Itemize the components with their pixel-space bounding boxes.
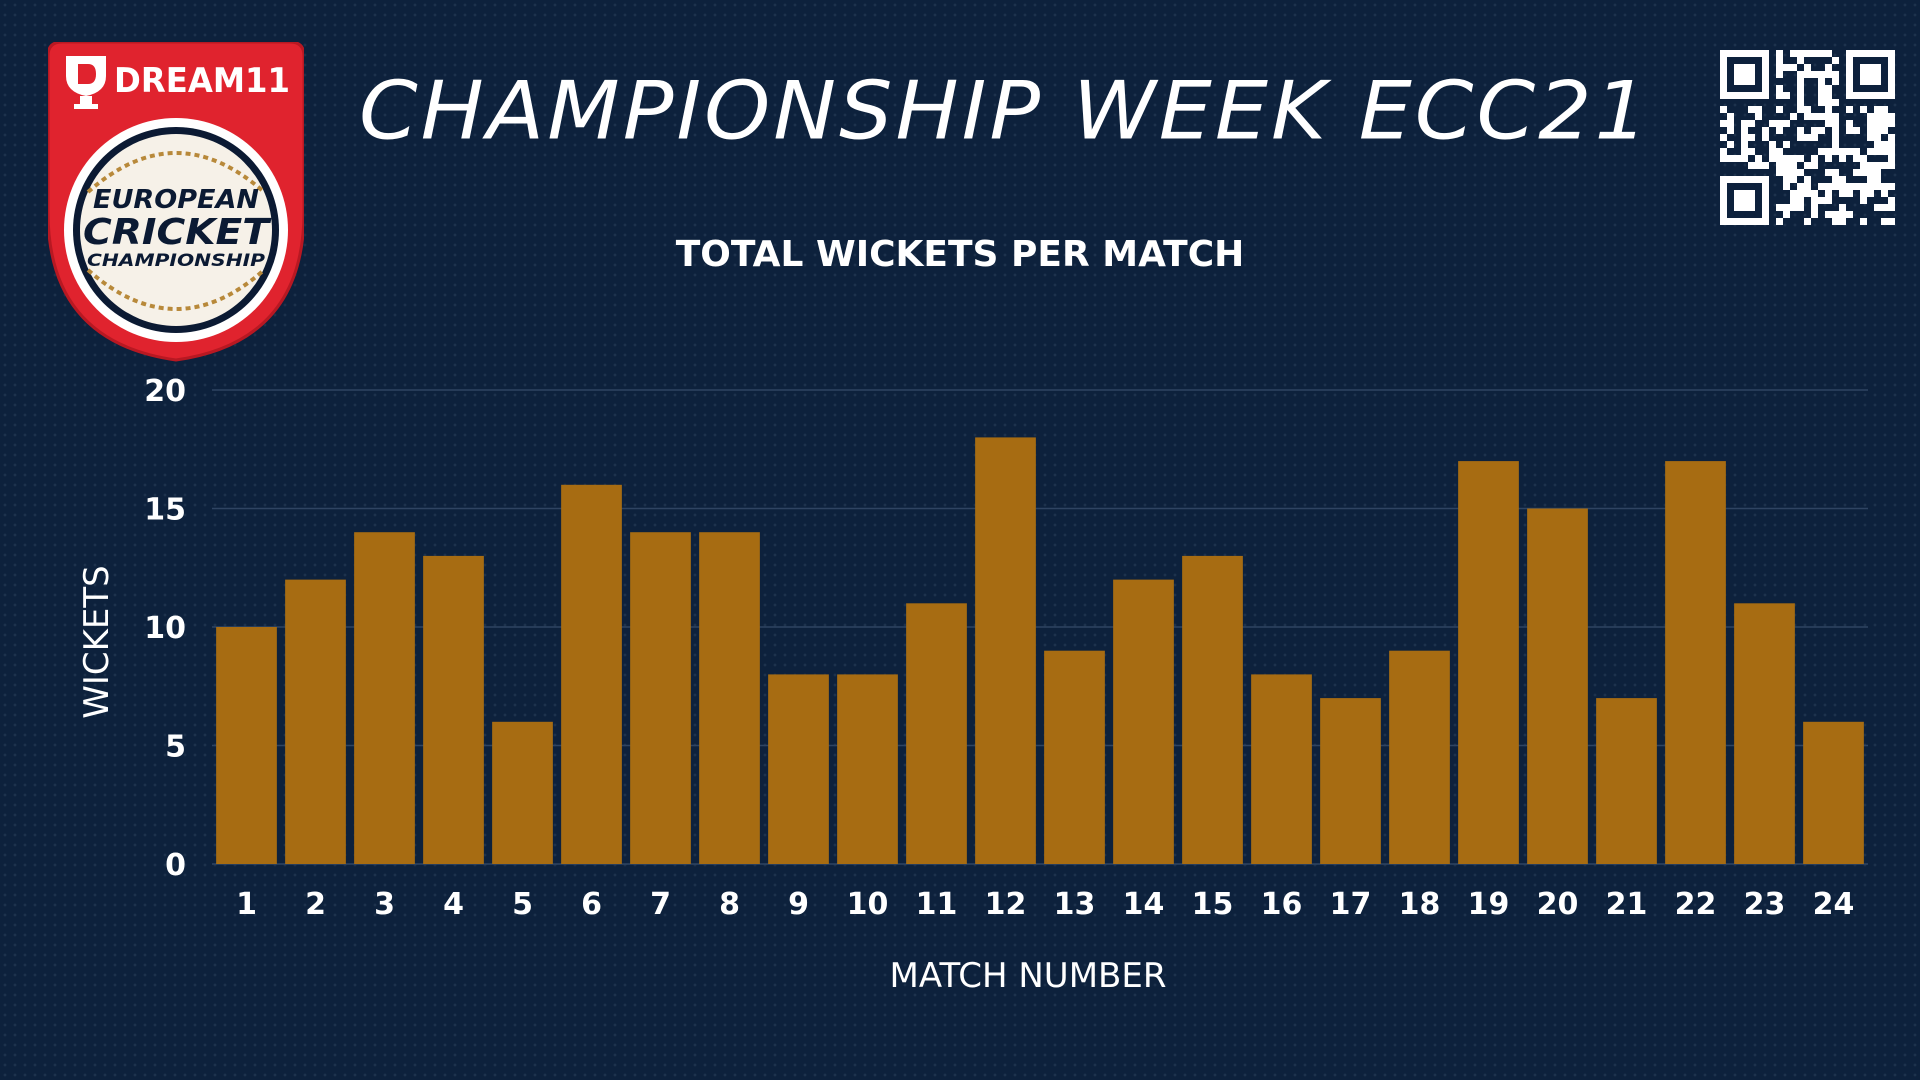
bar-match-4 (423, 555, 484, 864)
x-tick-label: 4 (443, 887, 464, 922)
x-tick-label: 2 (305, 887, 326, 922)
page-title: CHAMPIONSHIP WEEK ECC21 (358, 64, 1651, 158)
x-tick-label: 18 (1399, 887, 1441, 922)
x-tick-label: 3 (374, 887, 395, 922)
bar-match-6 (561, 484, 622, 864)
x-tick-label: 5 (512, 887, 533, 922)
logo-line-championship: CHAMPIONSHIP (87, 251, 266, 271)
x-tick-label: 6 (581, 887, 602, 922)
x-tick-label: 24 (1813, 887, 1855, 922)
bar-match-1 (216, 627, 277, 864)
bar-match-8 (699, 532, 760, 864)
x-axis-label: MATCH NUMBER (890, 956, 1167, 996)
bar-match-24 (1803, 721, 1864, 864)
x-tick-label: 15 (1192, 887, 1234, 922)
bar-match-11 (906, 603, 967, 864)
x-tick-label: 12 (985, 887, 1027, 922)
x-tick-label: 17 (1330, 887, 1372, 922)
bar-match-22 (1665, 461, 1726, 864)
bar-match-20 (1527, 508, 1588, 864)
bar-match-12 (975, 437, 1036, 864)
bar-match-3 (354, 532, 415, 864)
x-tick-label: 13 (1054, 887, 1096, 922)
dream11-brand-text: DREAM11 (114, 61, 290, 101)
x-tick-label: 16 (1261, 887, 1303, 922)
x-tick-label: 10 (847, 887, 889, 922)
bar-match-5 (492, 721, 553, 864)
bar-match-18 (1389, 650, 1450, 864)
ball-seam-icon (86, 151, 266, 194)
bar-match-13 (1044, 650, 1105, 864)
x-tick-label: 9 (788, 887, 809, 922)
x-tick-label: 14 (1123, 887, 1165, 922)
bar-match-2 (285, 579, 346, 864)
x-tick-label: 23 (1744, 887, 1786, 922)
bar-match-9 (768, 674, 829, 864)
x-tick-label: 20 (1537, 887, 1579, 922)
logo-line-cricket: CRICKET (83, 212, 272, 253)
chart-title: TOTAL WICKETS PER MATCH (676, 234, 1245, 275)
bar-match-17 (1320, 698, 1381, 864)
y-tick-label: 10 (144, 611, 186, 646)
bar-match-16 (1251, 674, 1312, 864)
y-axis-label: WICKETS (77, 565, 117, 719)
logo-line-european: EUROPEAN (93, 185, 259, 215)
bar-match-21 (1596, 698, 1657, 864)
bar-match-14 (1113, 579, 1174, 864)
x-tick-label: 11 (916, 887, 958, 922)
ecc-logo: DREAM11 EUROPEAN CRICKET CHAMPIONSHIP (46, 40, 306, 362)
bar-match-23 (1734, 603, 1795, 864)
bar-match-10 (837, 674, 898, 864)
y-tick-label: 20 (144, 374, 186, 409)
qr-code-icon[interactable] (1720, 50, 1895, 225)
dream11-emblem-icon (66, 56, 106, 109)
bar-match-7 (630, 532, 691, 864)
x-tick-label: 1 (236, 887, 257, 922)
x-tick-label: 19 (1468, 887, 1510, 922)
y-tick-label: 15 (144, 493, 186, 528)
y-tick-label: 0 (165, 848, 186, 883)
x-tick-label: 21 (1606, 887, 1648, 922)
bar-match-19 (1458, 461, 1519, 864)
x-tick-label: 7 (650, 887, 671, 922)
bar-match-15 (1182, 555, 1243, 864)
y-tick-label: 5 (165, 730, 186, 765)
x-tick-label: 8 (719, 887, 740, 922)
x-tick-label: 22 (1675, 887, 1717, 922)
